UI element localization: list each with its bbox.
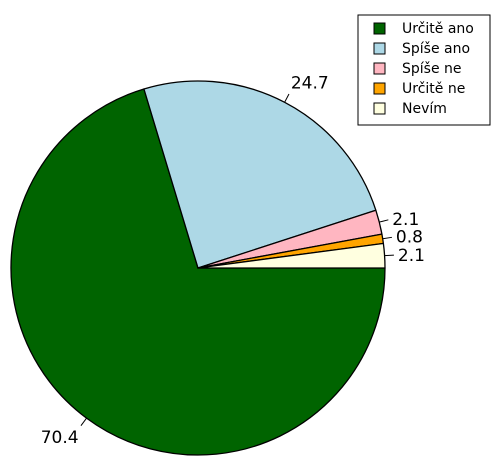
legend-swatch-1 [373,22,386,35]
pie-label-tick-2 [284,93,290,103]
pie-value-label-4: 0.8 [396,228,423,248]
pie-slice-1 [10,88,386,456]
pie-slices [10,80,386,456]
pie-value-label-1: 70.4 [41,428,79,448]
legend-label-1: Určitě ano [402,21,474,37]
legend: Určitě ano Spíše ano Spíše ne Určitě ne Neví… [357,14,491,126]
legend-swatch-4 [373,82,386,95]
legend-label-4: Určitě ne [402,81,465,97]
legend-label-2: Spíše ano [402,41,470,57]
pie-label-tick-5 [384,254,394,257]
legend-label-3: Spíše ne [402,61,462,77]
pie-label-tick-1 [80,417,87,426]
pie-value-labels: 70.4 24.7 2.10.82.1 [41,73,425,447]
pie-value-label-3: 2.1 [392,210,419,230]
legend-swatch-3 [373,62,386,75]
legend-swatch-2 [373,42,386,55]
legend-label-5: Nevím [402,101,447,117]
pie-value-label-2: 24.7 [291,73,329,93]
legend-swatch-5 [373,102,386,115]
pie-value-label-5: 2.1 [398,246,425,266]
pie-label-tick-4 [382,236,393,240]
pie-label-tick-3 [379,219,389,223]
